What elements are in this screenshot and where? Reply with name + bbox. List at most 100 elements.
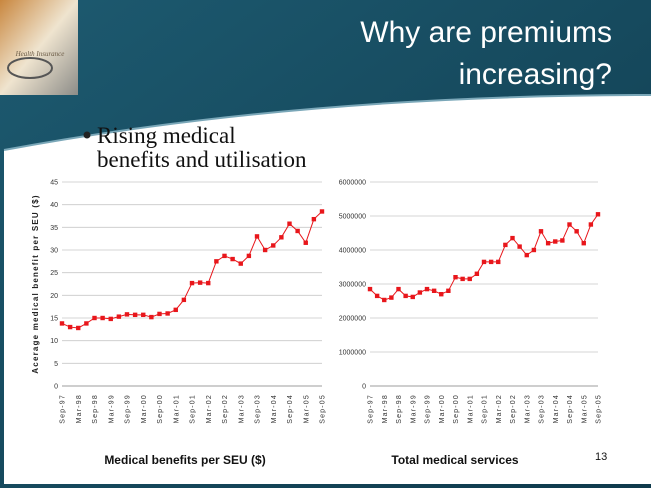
image-text: Health Insurance bbox=[15, 50, 65, 58]
point bbox=[109, 317, 113, 321]
point bbox=[539, 229, 543, 233]
y-tick-label: 4000000 bbox=[339, 248, 366, 255]
x-tick-label: Sep-01 bbox=[190, 394, 197, 424]
y-tick-label: 3000000 bbox=[339, 282, 366, 289]
point bbox=[418, 290, 422, 294]
x-tick-label: Mar-01 bbox=[467, 394, 474, 423]
point bbox=[532, 248, 536, 252]
x-tick-label: Sep-03 bbox=[255, 394, 262, 424]
page-number: 13 bbox=[595, 451, 607, 463]
x-tick-label: Sep-04 bbox=[287, 394, 294, 424]
point bbox=[368, 287, 372, 291]
point bbox=[489, 260, 493, 264]
point bbox=[475, 272, 479, 276]
point bbox=[574, 229, 578, 233]
x-tick-label: Mar-00 bbox=[439, 394, 446, 423]
x-tick-label: Sep-00 bbox=[157, 394, 164, 424]
point bbox=[174, 308, 178, 312]
point bbox=[496, 260, 500, 264]
y-tick-label: 25 bbox=[50, 270, 58, 277]
point bbox=[141, 313, 145, 317]
x-tick-label: Mar-04 bbox=[271, 394, 278, 423]
y-tick-label: 35 bbox=[50, 225, 58, 232]
y-tick-label: 15 bbox=[50, 316, 58, 323]
y-tick-label: 20 bbox=[50, 293, 58, 300]
point bbox=[312, 217, 316, 221]
y-tick-label: 0 bbox=[362, 384, 366, 391]
chart-caption: Total medical services bbox=[391, 453, 519, 467]
point bbox=[125, 312, 129, 316]
point bbox=[239, 261, 243, 265]
point bbox=[60, 321, 64, 325]
point bbox=[263, 248, 267, 252]
y-tick-label: 45 bbox=[50, 180, 58, 187]
header-image bbox=[0, 0, 78, 95]
point bbox=[92, 316, 96, 320]
x-tick-label: Sep-00 bbox=[453, 394, 460, 424]
point bbox=[304, 241, 308, 245]
bullet bbox=[84, 132, 91, 139]
x-tick-label: Sep-99 bbox=[125, 394, 132, 424]
x-tick-label: Mar-00 bbox=[141, 394, 148, 423]
point bbox=[230, 257, 234, 261]
x-tick-label: Sep-02 bbox=[222, 394, 229, 424]
x-tick-label: Mar-02 bbox=[206, 394, 213, 423]
point bbox=[295, 229, 299, 233]
point bbox=[553, 239, 557, 243]
point bbox=[320, 209, 324, 213]
point bbox=[165, 311, 169, 315]
x-tick-label: Sep-05 bbox=[320, 394, 327, 424]
point bbox=[375, 294, 379, 298]
point bbox=[389, 295, 393, 299]
y-tick-label: 5 bbox=[54, 361, 58, 368]
point bbox=[76, 326, 80, 330]
x-tick-label: Mar-99 bbox=[108, 394, 115, 423]
point bbox=[468, 277, 472, 281]
y-tick-label: 10 bbox=[50, 338, 58, 345]
x-tick-label: Mar-02 bbox=[496, 394, 503, 423]
y-tick-label: 0 bbox=[54, 384, 58, 391]
x-tick-label: Mar-05 bbox=[581, 394, 588, 423]
x-tick-label: Sep-02 bbox=[510, 394, 517, 424]
x-tick-label: Sep-03 bbox=[539, 394, 546, 424]
point bbox=[247, 254, 251, 258]
x-tick-label: Mar-98 bbox=[382, 394, 389, 423]
x-tick-label: Mar-98 bbox=[76, 394, 83, 423]
x-tick-label: Mar-03 bbox=[238, 394, 245, 423]
y-tick-label: 2000000 bbox=[339, 316, 366, 323]
y-axis-title: Acerage medical benefit per SEU ($) bbox=[31, 194, 40, 373]
x-tick-label: Sep-97 bbox=[60, 394, 67, 424]
point bbox=[560, 238, 564, 242]
point bbox=[287, 222, 291, 226]
point bbox=[222, 254, 226, 258]
point bbox=[190, 281, 194, 285]
point bbox=[596, 212, 600, 216]
x-tick-label: Sep-97 bbox=[368, 394, 375, 424]
point bbox=[439, 292, 443, 296]
y-tick-label: 30 bbox=[50, 248, 58, 255]
point bbox=[589, 222, 593, 226]
y-tick-label: 40 bbox=[50, 202, 58, 209]
slide-title: Why are premiums bbox=[360, 16, 612, 49]
point bbox=[382, 298, 386, 302]
x-tick-label: Mar-99 bbox=[410, 394, 417, 423]
point bbox=[403, 294, 407, 298]
x-tick-label: Mar-05 bbox=[303, 394, 310, 423]
point bbox=[425, 287, 429, 291]
x-tick-label: Mar-03 bbox=[524, 394, 531, 423]
point bbox=[567, 222, 571, 226]
point bbox=[432, 289, 436, 293]
point bbox=[182, 298, 186, 302]
x-tick-label: Mar-01 bbox=[173, 394, 180, 423]
y-tick-label: 1000000 bbox=[339, 350, 366, 357]
y-tick-label: 5000000 bbox=[339, 214, 366, 221]
point bbox=[68, 325, 72, 329]
point bbox=[510, 236, 514, 240]
point bbox=[446, 289, 450, 293]
point bbox=[100, 316, 104, 320]
x-tick-label: Sep-98 bbox=[396, 394, 403, 424]
point bbox=[133, 313, 137, 317]
bullet-text: Rising medical bbox=[97, 123, 236, 148]
point bbox=[525, 253, 529, 257]
y-tick-label: 6000000 bbox=[339, 180, 366, 187]
